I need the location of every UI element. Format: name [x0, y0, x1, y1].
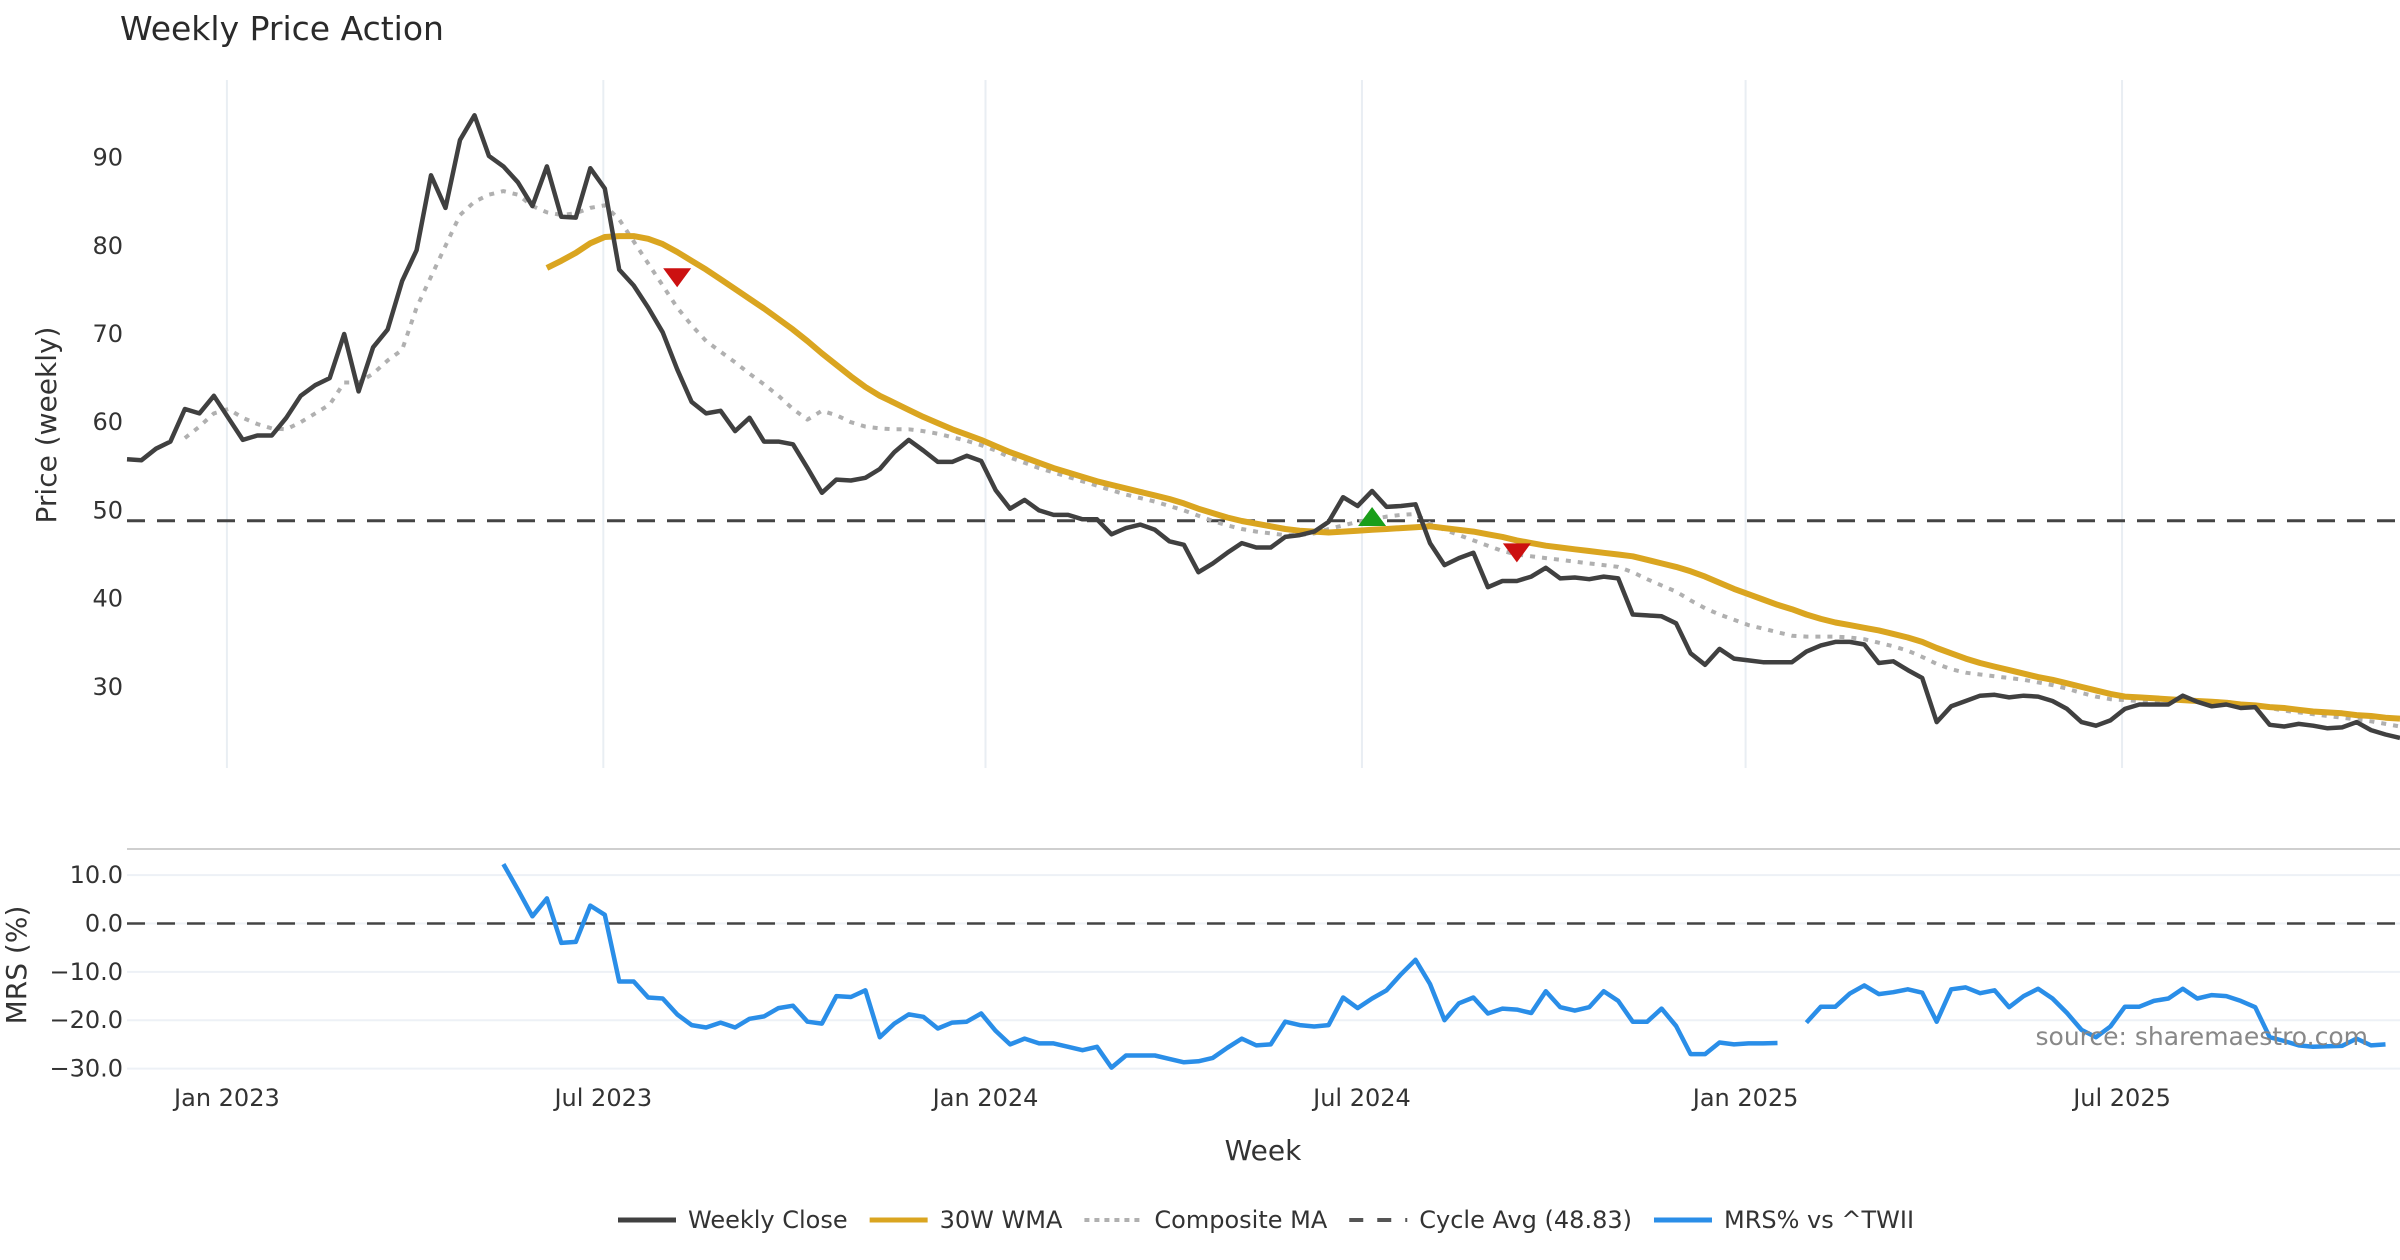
series-layer [126, 113, 2400, 1070]
x-tick-label: Jul 2025 [2071, 1084, 2171, 1112]
price-tick-label: 40 [92, 585, 123, 613]
price-tick-label: 50 [92, 496, 123, 524]
weekly-close-line [126, 113, 2400, 741]
price-tick-label: 90 [92, 144, 123, 172]
legend-label: Composite MA [1154, 1206, 1327, 1234]
legend-item: Cycle Avg (48.83) [1349, 1206, 1632, 1234]
buy-signal-marker [1358, 506, 1387, 526]
source-note: source: sharemaestro.com [2036, 1022, 2369, 1051]
price-y-axis: 30 40 50 60 70 80 90 [92, 144, 123, 701]
price-y-axis-title: Price (weekly) [30, 327, 63, 524]
price-tick-label: 30 [92, 673, 123, 701]
price-tick-label: 80 [92, 232, 123, 260]
legend-label: Cycle Avg (48.83) [1419, 1206, 1632, 1234]
mrs-tick-label: 10.0 [70, 861, 123, 889]
x-tick-label: Jan 2024 [931, 1084, 1039, 1112]
mrs-tick-label: 0.0 [85, 910, 123, 938]
mrs-tick-label: −30.0 [49, 1055, 123, 1083]
price-tick-label: 60 [92, 408, 123, 436]
legend-label: Weekly Close [688, 1206, 848, 1234]
legend-item: Composite MA [1084, 1206, 1328, 1234]
chart-title: Weekly Price Action [120, 9, 444, 48]
x-axis: Jan 2023 Jul 2023 Jan 2024 Jul 2024 Jan 2025… [172, 1084, 2171, 1112]
sell-signal-marker [663, 268, 692, 288]
x-tick-label: Jul 2023 [552, 1084, 652, 1112]
mrs-tick-label: −20.0 [49, 1006, 123, 1034]
wma-30w-line [545, 233, 2400, 722]
mrs-tick-label: −10.0 [49, 958, 123, 986]
x-tick-label: Jan 2023 [172, 1084, 280, 1112]
x-axis-title: Week [1225, 1134, 1302, 1167]
legend-item: MRS% vs ^TWII [1653, 1206, 1914, 1234]
legend-item: Weekly Close [618, 1206, 848, 1234]
sell-signal-marker [1502, 543, 1531, 563]
gridlines [127, 80, 2400, 1070]
legend: Weekly Close 30W WMA Composite MA Cycle Avg… [618, 1206, 1914, 1234]
price-tick-label: 70 [92, 320, 123, 348]
x-tick-label: Jan 2025 [1691, 1084, 1799, 1112]
legend-item: 30W WMA [869, 1206, 1063, 1234]
legend-label: 30W WMA [940, 1206, 1063, 1234]
legend-label: MRS% vs ^TWII [1724, 1206, 1914, 1234]
mrs-y-axis-title: MRS (%) [0, 906, 33, 1025]
composite-ma-line [183, 189, 2400, 729]
mrs-line [501, 862, 2386, 1070]
x-tick-label: Jul 2024 [1311, 1084, 1411, 1112]
signal-markers [663, 268, 1531, 563]
mrs-y-axis: 10.0 0.0 −10.0 −20.0 −30.0 [49, 861, 123, 1082]
